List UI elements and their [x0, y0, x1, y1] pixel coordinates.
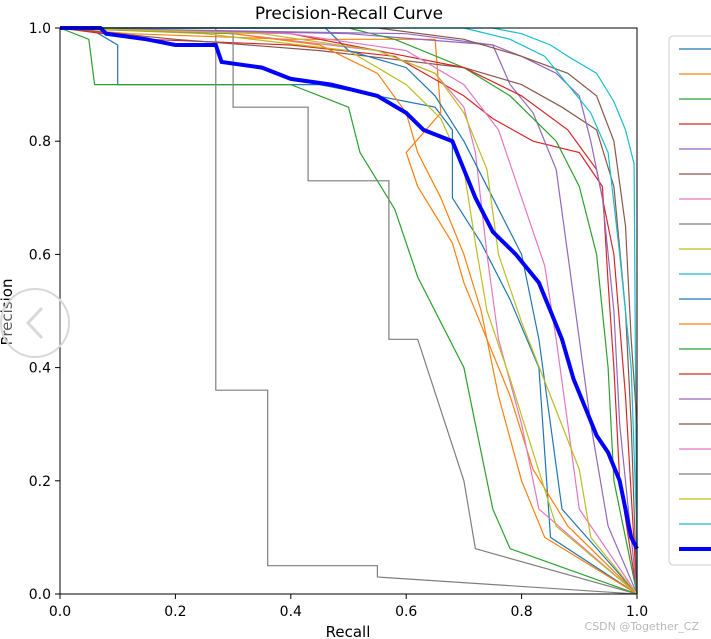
series-line-6 [59, 27, 638, 595]
series-line-10 [60, 27, 638, 595]
series-line-4 [59, 27, 638, 595]
series-line-18 [59, 27, 638, 595]
x-tick-label: 0.8 [510, 604, 532, 620]
y-tick-label: 1.0 [29, 21, 51, 37]
plot-area [59, 26, 639, 595]
y-tick-label: 0.0 [29, 587, 51, 603]
series-line-12 [59, 27, 638, 595]
series-line-14 [59, 27, 638, 595]
series-line-19 [59, 27, 638, 595]
series-line-15 [59, 27, 638, 595]
series-line-21 [60, 26, 639, 550]
series-line-20 [60, 27, 638, 594]
x-tick-label: 0.4 [280, 604, 302, 620]
legend-box [668, 35, 711, 566]
series-line-3 [59, 27, 638, 595]
series-line-5 [59, 27, 638, 595]
y-axis-label: Precision [0, 279, 16, 346]
x-tick-label: 0.0 [49, 604, 71, 620]
y-tick-label: 0.4 [29, 361, 51, 377]
y-axis: 0.0 0.2 0.4 0.6 0.8 1.0 [29, 21, 60, 603]
y-tick-label: 0.2 [29, 474, 51, 490]
watermark-text: CSDN @Together_CZ [584, 620, 699, 633]
series-line-16 [60, 27, 638, 594]
x-tick-label: 0.6 [395, 604, 417, 620]
x-axis: 0.0 0.2 0.4 0.6 0.8 1.0 [49, 594, 648, 620]
series-line-13 [60, 27, 638, 595]
y-tick-label: 0.6 [29, 247, 51, 263]
chart-title: Precision-Recall Curve [255, 4, 443, 24]
legend [668, 35, 711, 566]
series-layer [59, 26, 639, 595]
back-arrow-icon[interactable] [0, 288, 70, 358]
y-tick-label: 0.8 [29, 134, 51, 150]
series-line-2 [59, 27, 638, 595]
x-tick-label: 0.2 [164, 604, 186, 620]
series-line-11 [60, 27, 638, 595]
series-line-17 [59, 27, 638, 595]
x-axis-label: Recall [326, 623, 371, 639]
series-line-8 [60, 27, 638, 595]
x-tick-label: 1.0 [626, 604, 648, 620]
series-line-7 [59, 27, 638, 595]
axes-frame [59, 27, 638, 595]
